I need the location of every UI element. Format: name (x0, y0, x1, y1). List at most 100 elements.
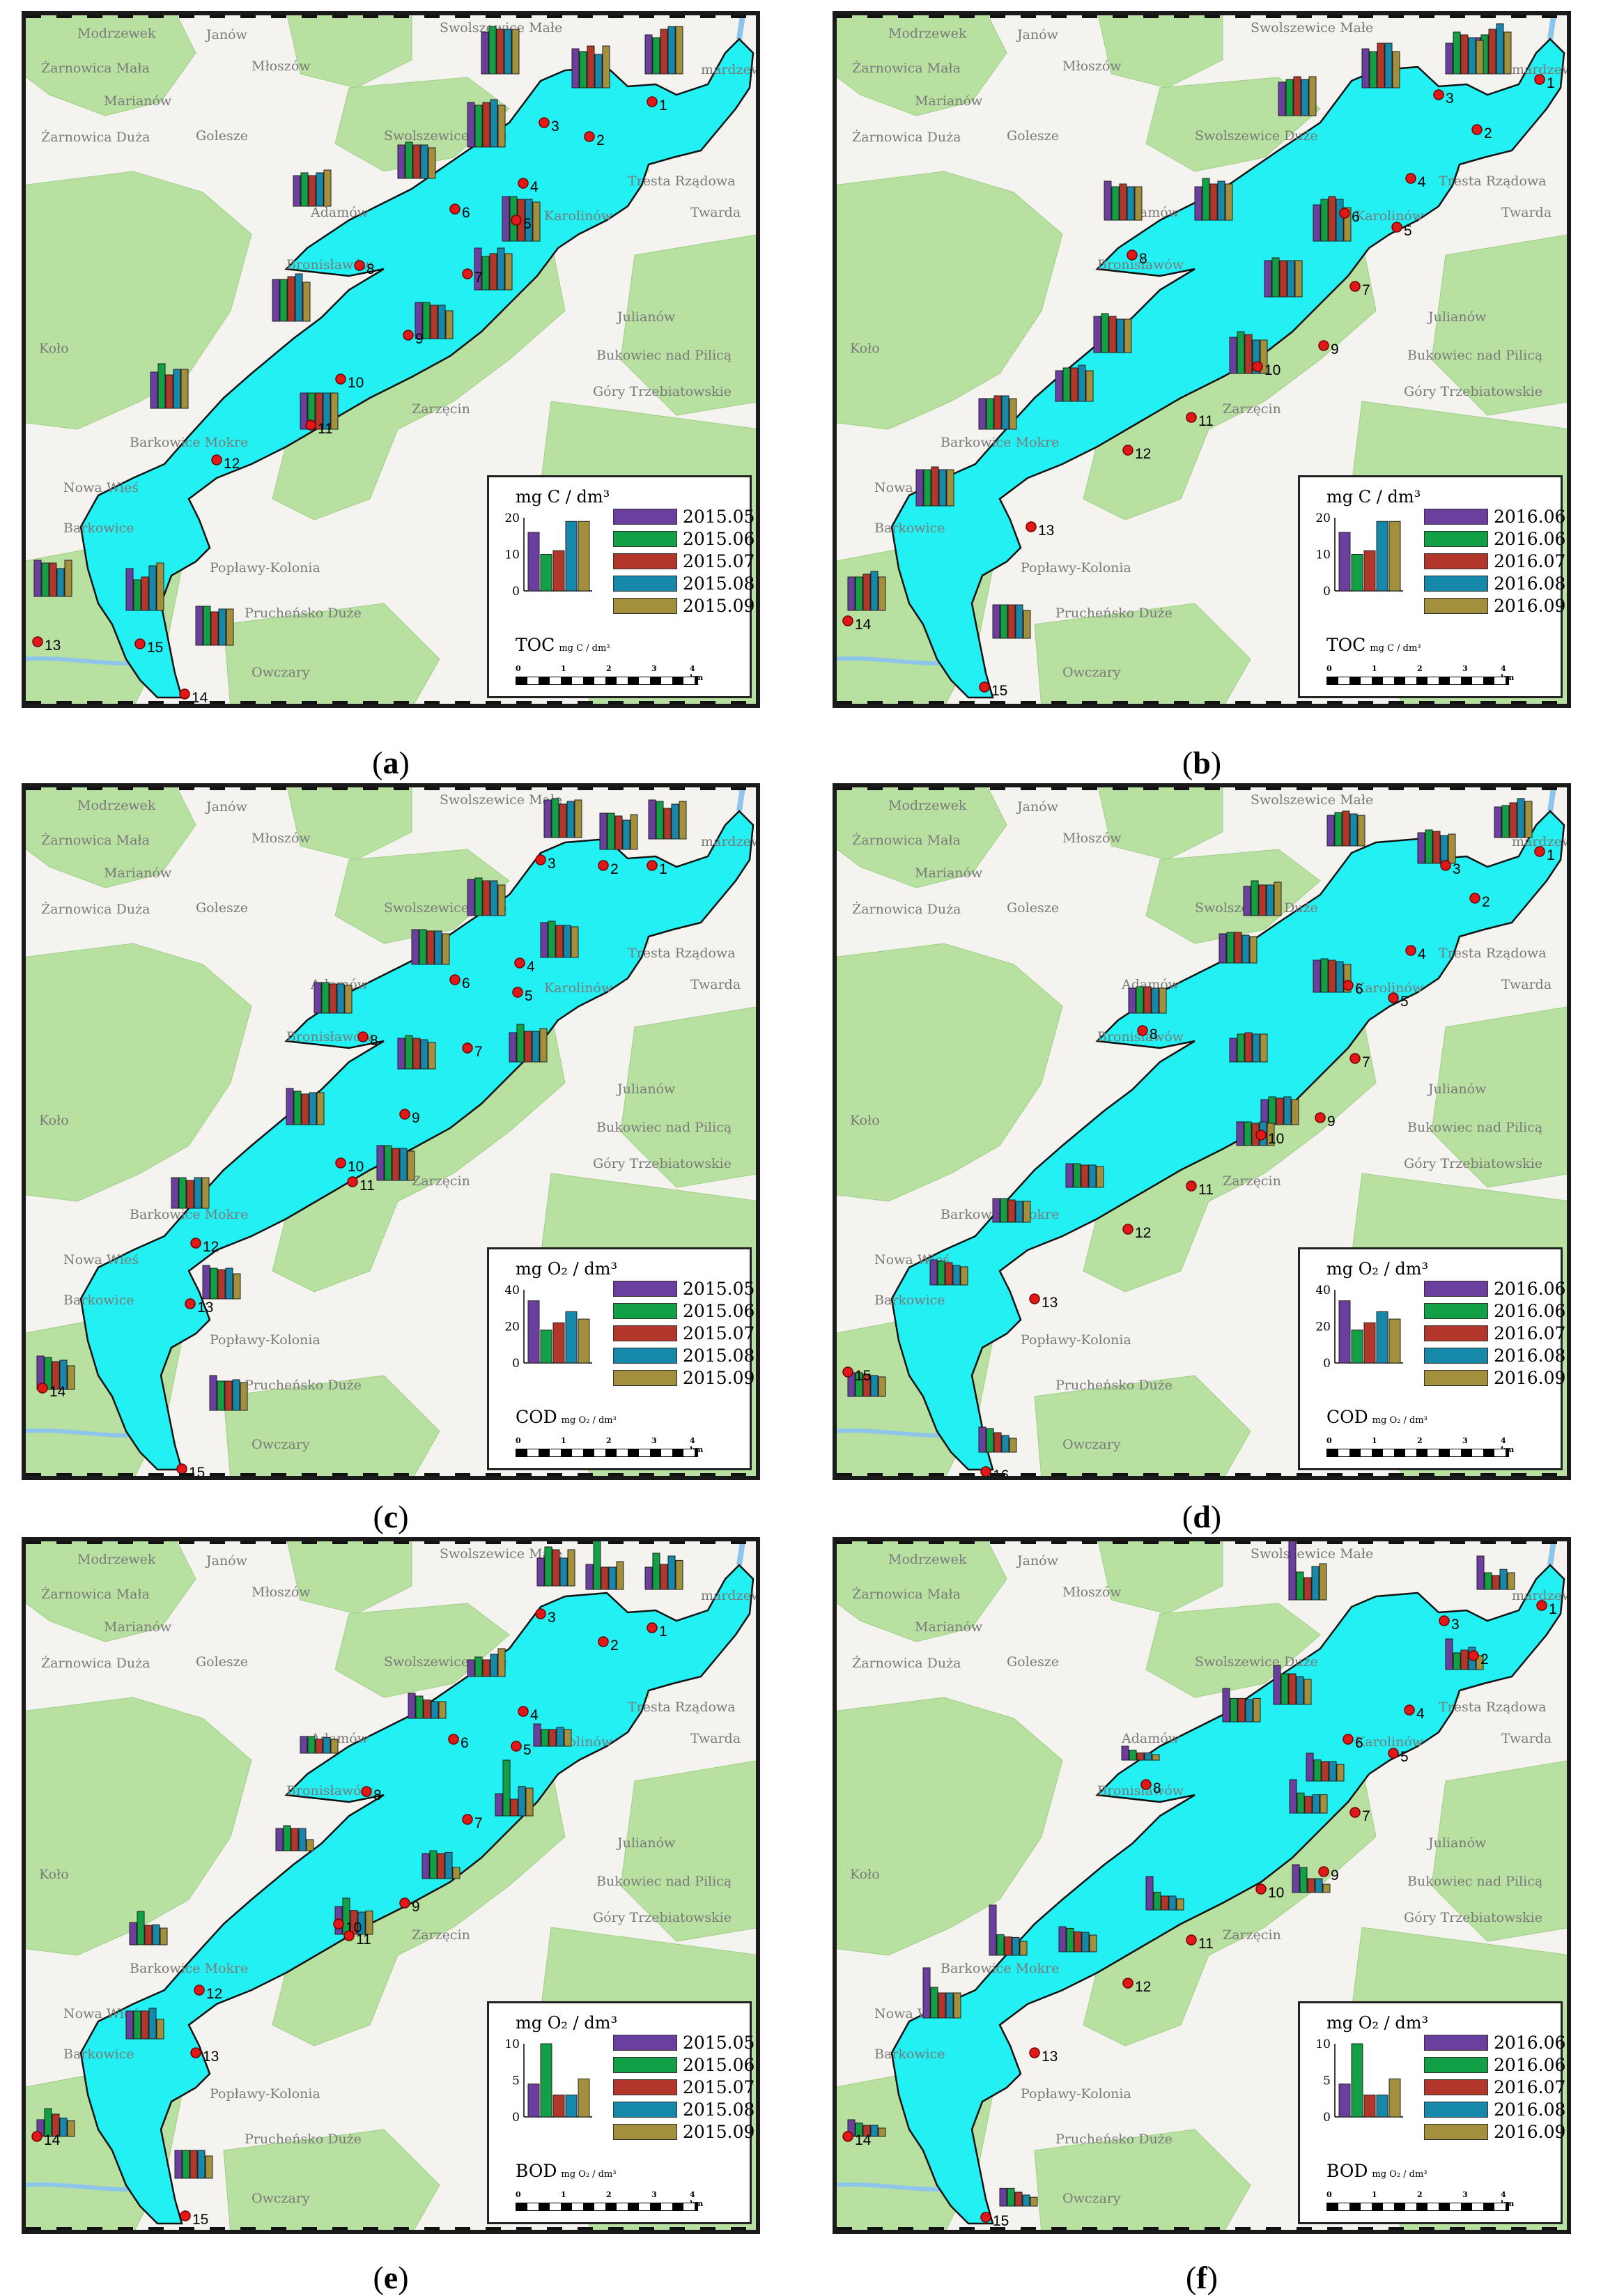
station-marker (1349, 1807, 1361, 1818)
station-bar (1000, 604, 1008, 639)
town-label: Tresta Rządowa (628, 1700, 736, 1715)
frame-tick (394, 2227, 409, 2230)
frame-tick (394, 1473, 409, 1476)
town-label: Młoszów (252, 1585, 311, 1600)
station-bar (1278, 82, 1286, 116)
frame-tick (959, 701, 975, 704)
scale-label: 2 (606, 2190, 612, 2199)
station-bar (226, 608, 234, 646)
station-bar (667, 26, 676, 75)
station-bar (438, 1701, 447, 1719)
station-bar (1301, 79, 1309, 116)
frame-tick (1051, 701, 1067, 704)
frame-tick (118, 2227, 133, 2230)
scale-label: 1 (561, 664, 566, 673)
frame-tick (87, 787, 102, 790)
station-marker (1255, 1130, 1267, 1141)
frame-tick (700, 1473, 715, 1476)
legend-date-list: 2016.06.062016.06.272016.07.192016.08.24… (1424, 505, 1567, 617)
station-bar (579, 51, 587, 88)
station-bar (1153, 1891, 1161, 1911)
station-bar (644, 1566, 653, 1590)
legend-entry: 2016.07.19 (1424, 2076, 1567, 2098)
frame-tick (1542, 701, 1557, 704)
frame-tick (670, 15, 685, 18)
frame-tick (56, 15, 72, 18)
frame-tick (56, 1473, 72, 1476)
station-bar (1234, 932, 1242, 964)
frame-tick (1051, 2227, 1067, 2230)
forest-area (26, 787, 196, 888)
station-bar (675, 26, 683, 75)
frame-tick (455, 1473, 470, 1476)
station-marker (1471, 124, 1483, 135)
frame-tick (1021, 787, 1036, 790)
station-bar (1145, 1876, 1154, 1911)
frame-tick (547, 2227, 562, 2230)
station-bar (1296, 1676, 1304, 1705)
legend-swatch (1424, 508, 1488, 525)
station-bar (1009, 398, 1017, 430)
station-bar (1322, 1883, 1331, 1893)
frame-tick (271, 1541, 286, 1544)
station-bar (1229, 337, 1237, 374)
frame-tick (210, 787, 225, 790)
legend-entry: 2016.06.27 (1424, 527, 1567, 550)
legend-tick-label: 10 (1315, 548, 1331, 562)
legend-swatch (613, 597, 677, 614)
station-label: 9 (1331, 1867, 1339, 1883)
station-bar (1294, 260, 1303, 298)
frame-tick (363, 1473, 378, 1476)
legend-bar (1363, 550, 1376, 592)
frame-tick (929, 1473, 944, 1476)
station-bar (1151, 987, 1159, 1014)
frame-tick (332, 1473, 348, 1476)
station-bar (1306, 1752, 1314, 1782)
station-bar (392, 1148, 400, 1181)
station-bar (1260, 1033, 1268, 1063)
frame-tick (670, 1541, 685, 1544)
forest-area (223, 2129, 440, 2230)
station-bar (44, 2108, 52, 2137)
legend-box: mg O₂ / dm³402002015.05.282015.06.252015… (487, 1247, 756, 1470)
legend-swatch (1424, 1369, 1488, 1386)
station-bar (33, 560, 42, 597)
station-bar (56, 568, 65, 597)
legend-bar (1388, 2078, 1401, 2118)
station-bar (384, 1145, 392, 1181)
frame-tick (486, 1541, 501, 1544)
town-label: Twarda (690, 205, 741, 220)
town-label: Karolinów (1355, 1734, 1424, 1750)
frame-tick (1021, 2227, 1036, 2230)
frame-tick (547, 1473, 562, 1476)
station-bar (1218, 933, 1227, 964)
station-label: 8 (370, 1033, 378, 1049)
frame-tick (990, 787, 1005, 790)
station-bar (482, 102, 490, 148)
station-marker (518, 178, 529, 189)
frame-tick (210, 15, 225, 18)
frame-tick (1358, 15, 1373, 18)
frame-tick (179, 787, 194, 790)
frame-tick (547, 701, 562, 704)
legend-date: 2015.07.22 (683, 1323, 760, 1343)
station-bar (1494, 806, 1502, 838)
station-bar (1334, 812, 1343, 847)
town-label: Swolszewice Małe (440, 20, 562, 36)
station-bar (541, 1729, 549, 1747)
legend-box: mg C / dm³201002016.06.062016.06.272016.… (1298, 475, 1567, 698)
station-bar (1320, 958, 1329, 993)
frame-tick (959, 787, 975, 790)
legend-entry: 2015.05.28 (613, 1277, 756, 1300)
town-label: mardzewice (701, 62, 756, 77)
station-bar (679, 801, 687, 840)
river-line (1547, 15, 1556, 40)
station-bar (594, 54, 603, 88)
station-bar (1074, 1931, 1082, 1952)
station-bar (1001, 1435, 1009, 1453)
station-marker (399, 1897, 410, 1909)
station-bar (497, 247, 505, 291)
frame-tick (578, 2227, 593, 2230)
station-bar (630, 814, 638, 850)
frame-tick (1297, 15, 1312, 18)
